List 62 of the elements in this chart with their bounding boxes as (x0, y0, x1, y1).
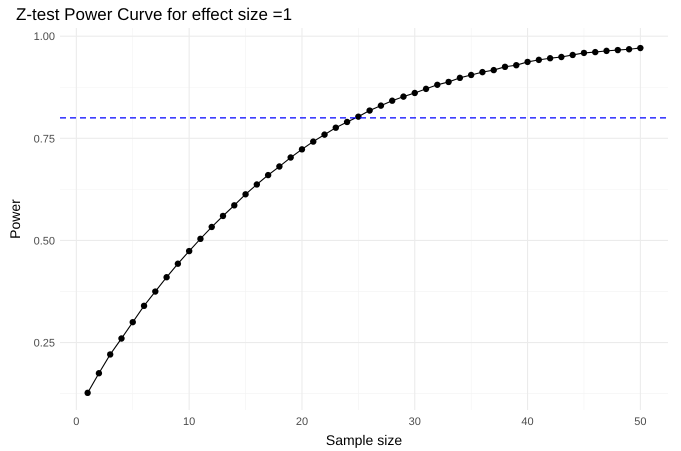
point (558, 54, 565, 60)
point (84, 390, 91, 396)
point (220, 212, 226, 220)
point (298, 146, 306, 153)
x-tick-label: 20 (296, 416, 308, 428)
point (614, 46, 622, 54)
point (378, 102, 384, 109)
point (242, 191, 249, 198)
point (332, 124, 339, 131)
point (197, 236, 204, 242)
point (490, 66, 497, 74)
point (366, 107, 373, 114)
point (456, 74, 464, 82)
point (96, 370, 102, 376)
point (536, 56, 542, 64)
point (479, 68, 486, 76)
point (434, 82, 441, 88)
y-tick-label: 1.00 (34, 31, 55, 44)
point (310, 138, 316, 145)
point (287, 154, 294, 161)
x-tick-label: 30 (408, 416, 421, 428)
point (140, 302, 148, 310)
point (400, 93, 407, 100)
point (603, 48, 610, 54)
y-tick-label: 0.50 (34, 235, 55, 248)
point (186, 248, 192, 254)
x-tick-label: 10 (183, 416, 196, 428)
chart-title: Z-test Power Curve for effect size =1 (16, 5, 292, 24)
x-axis-title: Sample size (326, 432, 402, 448)
point (276, 163, 283, 170)
point (389, 98, 396, 104)
point (468, 72, 474, 78)
point (592, 48, 598, 56)
y-tick-label: 0.75 (34, 133, 55, 146)
point (118, 335, 125, 342)
x-tick-label: 0 (73, 416, 80, 428)
point (106, 351, 114, 358)
point (130, 318, 136, 326)
x-tick-label: 40 (521, 416, 534, 428)
point (163, 274, 170, 280)
point (321, 131, 328, 138)
x-tick-label: 50 (634, 416, 646, 428)
point (502, 64, 508, 70)
point (174, 260, 182, 267)
point (637, 44, 644, 52)
point (626, 46, 632, 52)
y-tick-label: 0.25 (34, 338, 55, 350)
point (412, 90, 418, 96)
point (344, 118, 350, 126)
point (569, 52, 576, 58)
point (231, 202, 238, 209)
point (254, 181, 260, 188)
point (152, 288, 159, 295)
point (264, 172, 272, 178)
point (524, 58, 531, 66)
y-axis-title: Power (7, 198, 23, 239)
point (546, 55, 554, 62)
point (208, 224, 215, 230)
point (445, 78, 452, 86)
point (580, 50, 588, 56)
point (513, 62, 520, 68)
point (422, 86, 430, 92)
